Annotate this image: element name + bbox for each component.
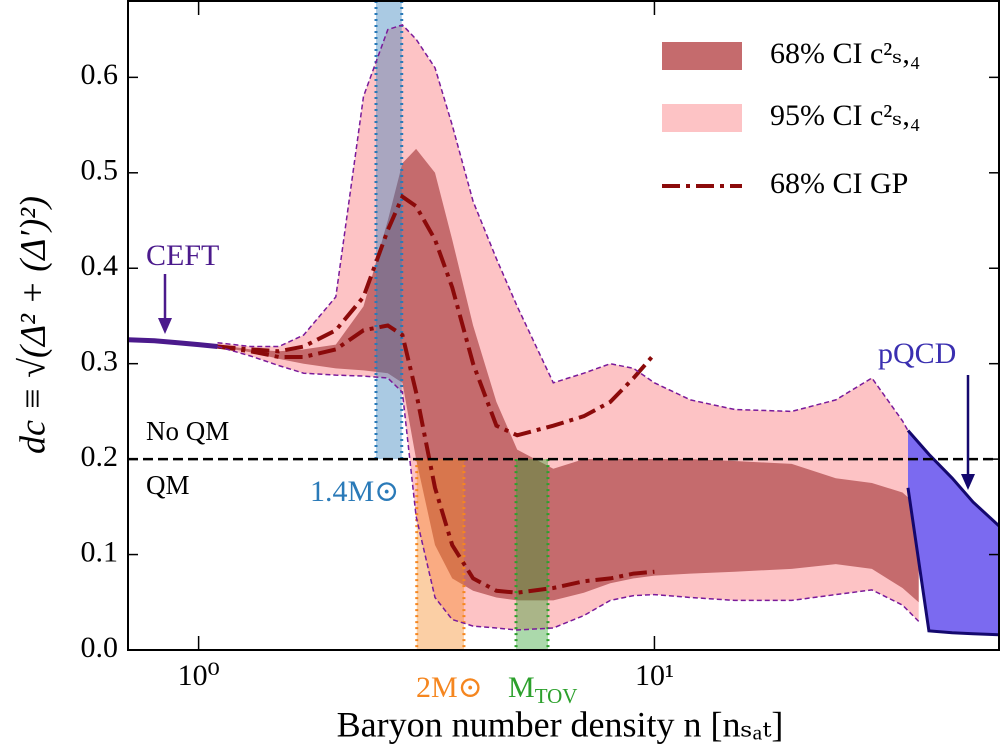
- ceft-label: CEFT: [146, 239, 219, 272]
- y-tick-label: 0.0: [81, 631, 119, 664]
- ceft-arrowhead: [158, 318, 172, 334]
- overlay: 0.0 0.1 0.2 0.3 0.4 0.5 0.6 10⁰ 10¹ 68% CI c²ₛ,₄ 9…: [81, 0, 1000, 708]
- confidence-band: [217, 148, 919, 603]
- region-label: MTOV: [508, 671, 577, 708]
- plot-area: [128, 1, 999, 650]
- pqcd-arrowhead: [961, 474, 975, 490]
- y-tick-label: 0.3: [81, 345, 119, 378]
- y-tick-label: 0.4: [81, 249, 119, 282]
- region-label: 1.4M⊙: [310, 475, 399, 508]
- y-tick-label: 0.5: [81, 154, 119, 187]
- y-tick-label: 0.1: [81, 535, 119, 568]
- gp-line: [217, 193, 656, 438]
- pqcd-label: pQCD: [878, 337, 956, 370]
- plot-frame: [127, 0, 1000, 651]
- legend-label: 68% CI c²ₛ,₄: [770, 37, 920, 70]
- ceft-line: [128, 337, 218, 349]
- x-tick-label: 10⁰: [178, 659, 220, 692]
- band-edge: [217, 345, 920, 631]
- region-label-text: 1.4M⊙: [310, 475, 399, 508]
- x-axis-label: Baryon number density n [nₛₐₜ]: [337, 704, 784, 744]
- legend-label: 95% CI c²ₛ,₄: [770, 99, 920, 132]
- legend-swatch: [662, 42, 742, 70]
- y-tick-label: 0.2: [81, 440, 119, 473]
- y-tick-label: 0.6: [81, 58, 119, 91]
- pqcd-region: [908, 430, 999, 635]
- y-axis-label: dc ≡ √(Δ² + (Δ′)²): [12, 196, 52, 454]
- legend-swatch: [662, 104, 742, 132]
- threshold-label: No QM: [146, 416, 229, 446]
- pqcd-edge: [906, 429, 999, 528]
- region-label-subscript: TOV: [535, 684, 578, 708]
- region-label-text: 2M⊙: [416, 671, 483, 704]
- legend-label: 68% CI GP: [770, 167, 908, 200]
- pqcd-edge: [906, 487, 999, 637]
- region-label-text: M: [508, 671, 535, 704]
- mass-region: [376, 1, 402, 460]
- mass-region: [516, 459, 548, 650]
- band-edge: [217, 24, 920, 450]
- x-tick-label: 10¹: [635, 659, 674, 692]
- gp-line: [217, 323, 655, 595]
- threshold-label: QM: [146, 470, 190, 500]
- region-label: 2M⊙: [416, 671, 483, 704]
